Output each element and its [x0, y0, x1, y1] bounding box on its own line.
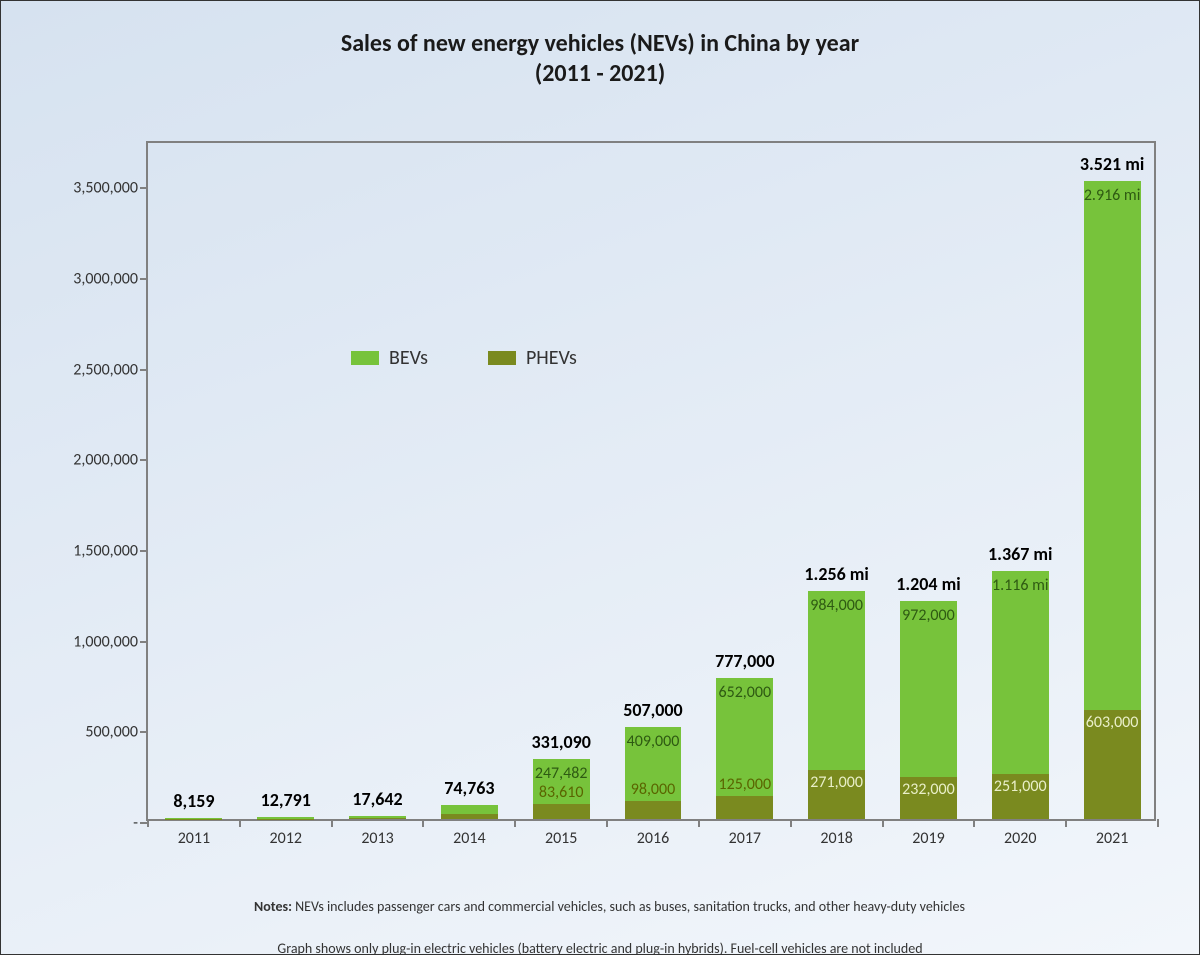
legend-swatch — [488, 351, 516, 365]
bar-segment-phev — [533, 804, 590, 819]
bar-group: 17,642 — [349, 816, 406, 819]
bar-label-phev: 83,610 — [533, 783, 590, 802]
xtick-mark — [147, 819, 149, 827]
bar-group: 271,000984,0001.256 mi — [808, 591, 865, 819]
bar-label-phev: 125,000 — [716, 775, 773, 794]
xtick-mark — [422, 819, 424, 827]
bar-segment-bev — [257, 817, 314, 819]
bar-label-bev: 984,000 — [808, 596, 865, 615]
ytick-label: 500,000 — [85, 723, 148, 742]
bar-group: 251,0001.116 mi1.367 mi — [992, 571, 1049, 819]
bar-total-label: 1.204 mi — [896, 573, 960, 601]
bar-group: 125,000652,000777,000 — [716, 678, 773, 819]
notes-prefix: Notes: — [254, 898, 295, 915]
bar-total-label: 12,791 — [261, 789, 311, 817]
notes-line2: Graph shows only plug-in electric vehicl… — [1, 940, 1199, 955]
notes-text-1: NEVs includes passenger cars and commerc… — [295, 898, 965, 915]
bar-segment-phev — [625, 801, 682, 819]
bar-segment-bev — [900, 601, 957, 777]
bar-label-phev: 603,000 — [1084, 713, 1141, 732]
bar-group: 8,159 — [165, 818, 222, 819]
bar-total-label: 1.367 mi — [988, 543, 1052, 571]
bar-group: 74,763 — [441, 805, 498, 819]
xtick-label: 2018 — [820, 819, 852, 848]
ytick-label: 2,000,000 — [73, 451, 148, 470]
xtick-label: 2011 — [178, 819, 210, 848]
bar-total-label: 331,090 — [531, 731, 590, 759]
bar-segment-bev — [1084, 181, 1141, 710]
xtick-mark — [331, 819, 333, 827]
ytick-label: 3,500,000 — [73, 179, 148, 198]
xtick-label: 2021 — [1096, 819, 1128, 848]
xtick-label: 2019 — [912, 819, 944, 848]
bar-label-bev: 409,000 — [625, 732, 682, 751]
bar-group: 232,000972,0001.204 mi — [900, 601, 957, 819]
bar-label-bev: 247,482 — [533, 764, 590, 783]
bar-total-label: 3.521 mi — [1080, 153, 1144, 181]
bar-segment-bev — [165, 818, 222, 819]
chart-canvas: Sales of new energy vehicles (NEVs) in C… — [0, 0, 1200, 955]
xtick-mark — [698, 819, 700, 827]
bar-total-label: 777,000 — [715, 650, 774, 678]
xtick-label: 2016 — [637, 819, 669, 848]
xtick-label: 2014 — [453, 819, 485, 848]
xtick-label: 2015 — [545, 819, 577, 848]
chart-title: Sales of new energy vehicles (NEVs) in C… — [1, 29, 1199, 89]
bar-label-bev: 652,000 — [716, 683, 773, 702]
bar-total-label: 1.256 mi — [804, 563, 868, 591]
xtick-mark — [790, 819, 792, 827]
bar-segment-phev — [716, 796, 773, 819]
xtick-mark — [239, 819, 241, 827]
bar-group: 12,791 — [257, 817, 314, 819]
xtick-mark — [973, 819, 975, 827]
bar-segment-bev — [441, 805, 498, 813]
bar-segment-bev — [992, 571, 1049, 773]
bar-label-phev: 271,000 — [808, 773, 865, 792]
bar-total-label: 17,642 — [352, 788, 402, 816]
bar-group: 83,610247,482331,090 — [533, 759, 590, 819]
legend-label: BEVs — [389, 346, 428, 370]
chart-title-line1: Sales of new energy vehicles (NEVs) in C… — [1, 29, 1199, 59]
bar-segment-bev — [349, 816, 406, 819]
xtick-label: 2012 — [270, 819, 302, 848]
bar-label-bev: 2.916 mi — [1084, 186, 1141, 205]
bar-label-bev: 972,000 — [900, 606, 957, 625]
ytick-label: 1,500,000 — [73, 542, 148, 561]
plot-area: -500,0001,000,0001,500,0002,000,0002,500… — [146, 141, 1156, 821]
xtick-mark — [606, 819, 608, 827]
xtick-mark — [1065, 819, 1067, 827]
legend: BEVs PHEVs — [351, 346, 577, 370]
ytick-label: - — [133, 814, 148, 833]
bar-label-phev: 232,000 — [900, 780, 957, 799]
bar-label-bev: 1.116 mi — [992, 576, 1049, 595]
legend-swatch — [351, 351, 379, 365]
ytick-label: 1,000,000 — [73, 632, 148, 651]
xtick-mark — [1157, 819, 1159, 827]
xtick-mark — [882, 819, 884, 827]
legend-label: PHEVs — [526, 346, 577, 370]
bar-total-label: 507,000 — [623, 699, 682, 727]
xtick-label: 2017 — [729, 819, 761, 848]
bar-segment-bev — [808, 591, 865, 769]
xtick-label: 2013 — [361, 819, 393, 848]
bar-label-phev: 251,000 — [992, 777, 1049, 796]
bar-total-label: 8,159 — [173, 790, 214, 818]
bar-total-label: 74,763 — [444, 777, 494, 805]
notes-line1: Notes: NEVs includes passenger cars and … — [1, 881, 1199, 932]
bar-segment-phev — [349, 818, 406, 819]
legend-item-phev: PHEVs — [488, 346, 577, 370]
legend-item-bev: BEVs — [351, 346, 428, 370]
bar-segment-phev — [441, 814, 498, 819]
bar-group: 603,0002.916 mi3.521 mi — [1084, 181, 1141, 819]
ytick-label: 3,000,000 — [73, 270, 148, 289]
xtick-mark — [514, 819, 516, 827]
ytick-label: 2,500,000 — [73, 360, 148, 379]
chart-title-line2: (2011 - 2021) — [1, 59, 1199, 89]
bar-group: 98,000409,000507,000 — [625, 727, 682, 819]
bar-label-phev: 98,000 — [625, 780, 682, 799]
chart-notes: Notes: NEVs includes passenger cars and … — [1, 881, 1199, 955]
xtick-label: 2020 — [1004, 819, 1036, 848]
